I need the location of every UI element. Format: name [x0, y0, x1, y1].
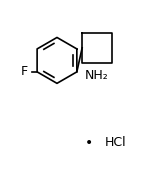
Text: NH₂: NH₂ [84, 69, 108, 82]
Text: •: • [85, 136, 93, 150]
Text: F: F [21, 65, 28, 78]
Text: HCl: HCl [105, 136, 126, 149]
